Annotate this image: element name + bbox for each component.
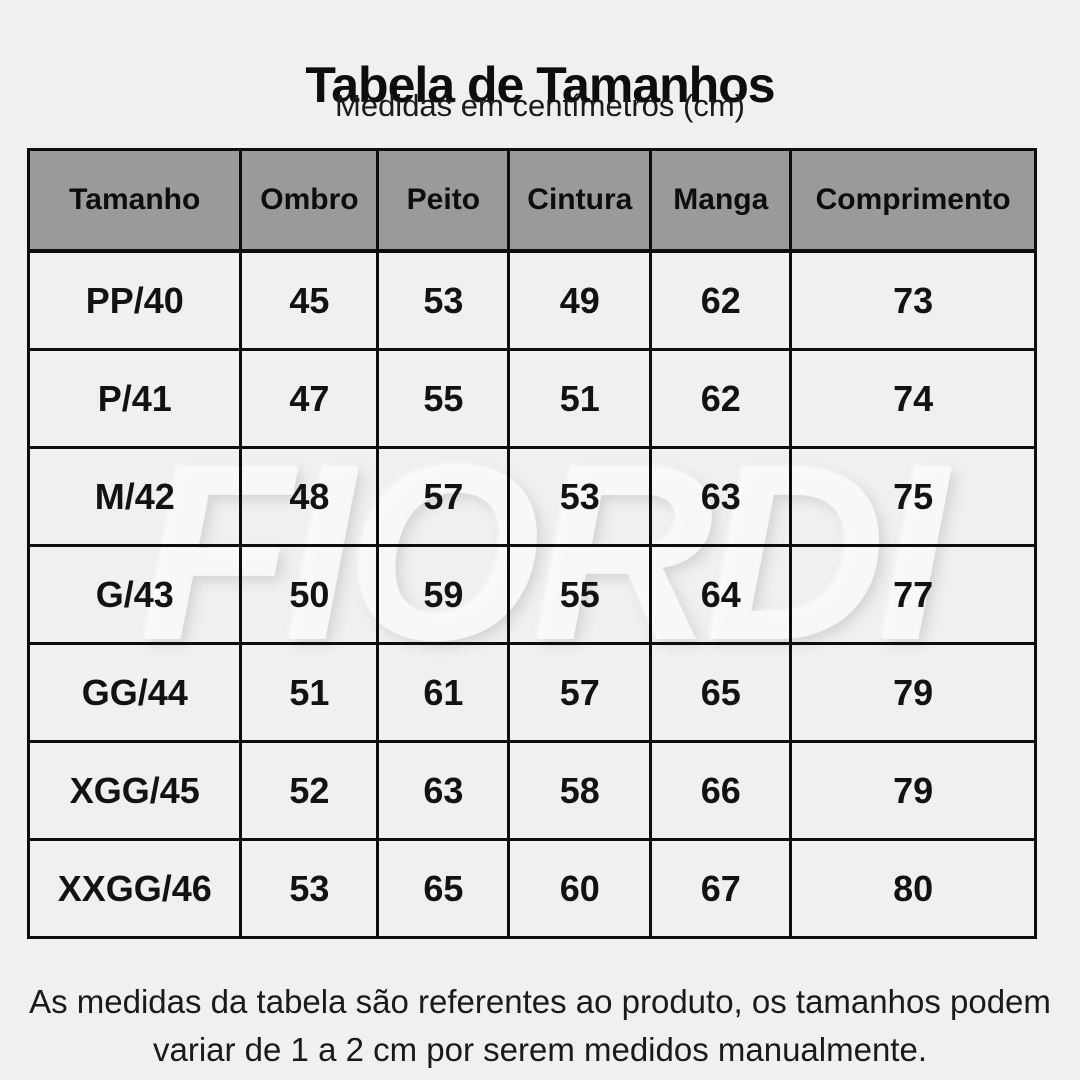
measurement-cell: 48 [239, 446, 380, 547]
measurement-cell: 51 [239, 642, 380, 743]
measurement-cell: 57 [376, 446, 511, 547]
column-header: Comprimento [789, 148, 1037, 253]
measurement-cell: 50 [239, 544, 380, 645]
measurement-cell: 73 [789, 249, 1037, 351]
measurement-cell: 74 [789, 348, 1037, 449]
table-row: XXGG/46 53 65 60 67 80 [26, 838, 1037, 939]
measurement-cell: 63 [376, 740, 511, 841]
column-header: Ombro [239, 148, 380, 253]
measurement-cell: 51 [507, 348, 653, 449]
size-label-cell: G/43 [26, 544, 243, 645]
page-title: Tabela de Tamanhos [305, 56, 775, 113]
measurement-cell: 63 [649, 446, 793, 547]
measurement-cell: 52 [239, 740, 380, 841]
size-label-cell: GG/44 [26, 642, 243, 743]
table-body: PP/40 45 53 49 62 73 P/41 47 55 51 62 74 M/42 48 57 53 6… [26, 249, 1037, 939]
footnote: As medidas da tabela são referentes ao p… [0, 978, 1080, 1074]
measurement-cell: 65 [376, 838, 511, 939]
measurement-cell: 79 [789, 642, 1037, 743]
measurement-cell: 53 [507, 446, 653, 547]
measurement-cell: 66 [649, 740, 793, 841]
measurement-cell: 53 [376, 249, 511, 351]
size-label-cell: XGG/45 [26, 740, 243, 841]
measurement-cell: 77 [789, 544, 1037, 645]
table-row: XGG/45 52 63 58 66 79 [26, 740, 1037, 841]
measurement-cell: 55 [376, 348, 511, 449]
measurement-cell: 55 [507, 544, 653, 645]
page-subtitle: Medidas em centímetros (cm) [335, 88, 745, 123]
measurement-cell: 75 [789, 446, 1037, 547]
measurement-cell: 67 [649, 838, 793, 939]
measurement-cell: 59 [376, 544, 511, 645]
table-row: M/42 48 57 53 63 75 [26, 446, 1037, 547]
measurement-cell: 45 [239, 249, 380, 351]
measurement-cell: 49 [507, 249, 653, 351]
measurement-cell: 61 [376, 642, 511, 743]
header-row: Tamanho Ombro Peito Cintura Manga Comprimento [26, 148, 1037, 253]
table-row: PP/40 45 53 49 62 73 [26, 249, 1037, 351]
measurement-cell: 57 [507, 642, 653, 743]
measurement-cell: 62 [649, 348, 793, 449]
column-header: Cintura [507, 148, 653, 253]
measurement-cell: 62 [649, 249, 793, 351]
column-header: Tamanho [26, 148, 243, 253]
column-header: Manga [649, 148, 793, 253]
size-label-cell: M/42 [26, 446, 243, 547]
measurement-cell: 79 [789, 740, 1037, 841]
measurement-cell: 47 [239, 348, 380, 449]
table-row: G/43 50 59 55 64 77 [26, 544, 1037, 645]
size-label-cell: XXGG/46 [26, 838, 243, 939]
column-header: Peito [376, 148, 511, 253]
footnote-line: As medidas da tabela são referentes ao p… [29, 983, 1051, 1020]
size-table-container: Tamanho Ombro Peito Cintura Manga Comprimento… [26, 148, 1037, 939]
measurement-cell: 64 [649, 544, 793, 645]
measurement-cell: 60 [507, 838, 653, 939]
measurement-cell: 53 [239, 838, 380, 939]
measurement-cell: 65 [649, 642, 793, 743]
table-row: GG/44 51 61 57 65 79 [26, 642, 1037, 743]
measurement-cell: 58 [507, 740, 653, 841]
table-row: P/41 47 55 51 62 74 [26, 348, 1037, 449]
size-label-cell: PP/40 [26, 249, 243, 351]
size-label-cell: P/41 [26, 348, 243, 449]
footnote-line: variar de 1 a 2 cm por serem medidos man… [152, 1030, 928, 1068]
measurement-cell: 80 [789, 838, 1037, 939]
size-table: Tamanho Ombro Peito Cintura Manga Comprimento… [26, 148, 1037, 939]
